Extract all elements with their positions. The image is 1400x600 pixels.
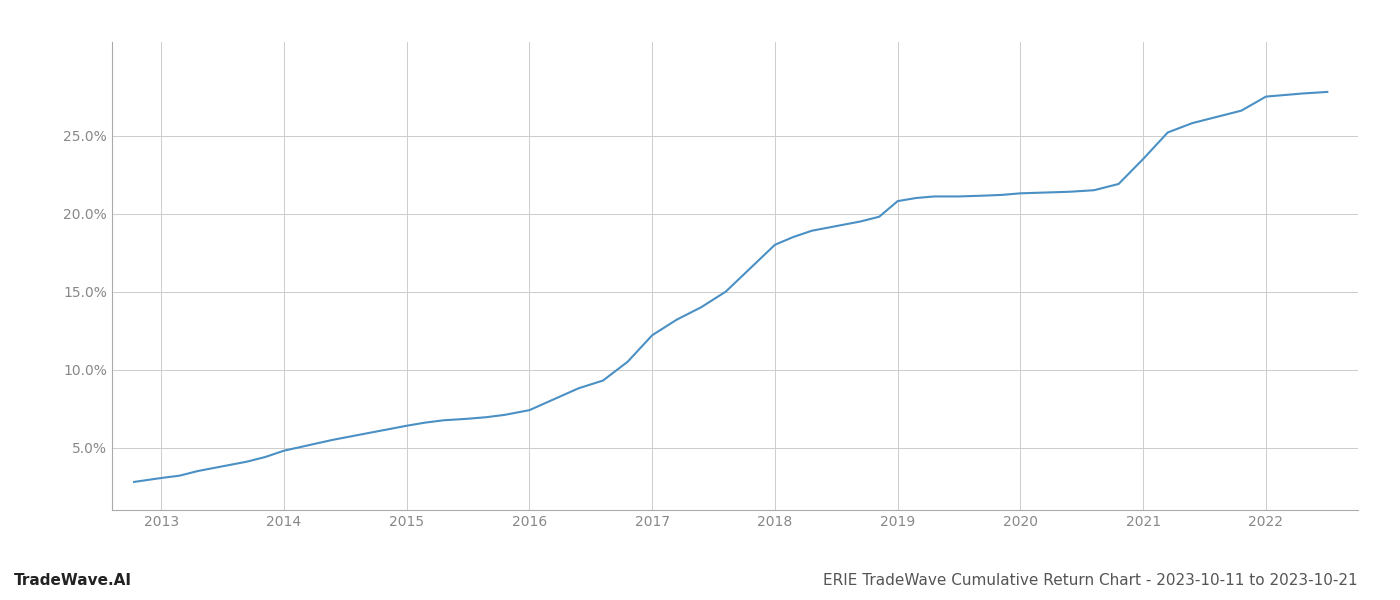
Text: ERIE TradeWave Cumulative Return Chart - 2023-10-11 to 2023-10-21: ERIE TradeWave Cumulative Return Chart -… [823,573,1358,588]
Text: TradeWave.AI: TradeWave.AI [14,573,132,588]
